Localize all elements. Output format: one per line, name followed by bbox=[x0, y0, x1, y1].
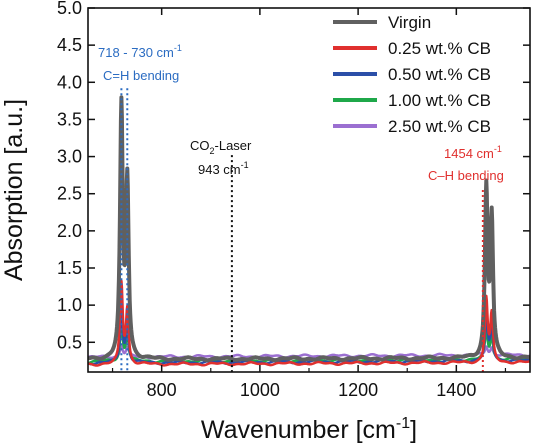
axis-ticks: 800 1000 1200 1400 0.5 1.0 1.5 2.0 2.5 3.0 3.5 4.0 4… bbox=[57, 0, 530, 400]
co2-wavenumber-annotation: 943 cm-1 bbox=[198, 160, 249, 177]
y-tick-label: 2.5 bbox=[57, 184, 82, 204]
x-tick-label: 1200 bbox=[338, 380, 378, 400]
x-tick-label: 1400 bbox=[436, 380, 476, 400]
ch-bending-left-annotation: C=H bending bbox=[103, 68, 179, 83]
co2-laser-annotation: CO2-Laser bbox=[190, 138, 252, 156]
y-axis-title: Absorption [a.u.] bbox=[0, 99, 28, 281]
plot-frame bbox=[87, 7, 531, 373]
y-tick-label: 3.0 bbox=[57, 147, 82, 167]
series-layer bbox=[86, 95, 532, 367]
legend: Virgin 0.25 wt.% CB 0.50 wt.% CB 1.00 wt… bbox=[333, 13, 491, 136]
y-tick-label: 3.5 bbox=[57, 109, 82, 129]
series-line-virgin bbox=[86, 95, 532, 363]
legend-label-025: 0.25 wt.% CB bbox=[388, 39, 491, 58]
x-axis-title: Wavenumber [cm-1] bbox=[201, 415, 417, 444]
y-tick-label: 5.0 bbox=[57, 0, 82, 18]
reference-lines bbox=[120, 88, 484, 372]
ch-right-wavenumber-annotation: 1454 cm-1 bbox=[444, 144, 502, 161]
ch-range-annotation: 718 - 730 cm-1 bbox=[98, 43, 182, 60]
y-tick-label: 1.5 bbox=[57, 258, 82, 278]
ch-bending-right-annotation: C–H bending bbox=[428, 168, 504, 183]
y-tick-label: 4.0 bbox=[57, 72, 82, 92]
y-tick-label: 2.0 bbox=[57, 221, 82, 241]
legend-label-100: 1.00 wt.% CB bbox=[388, 91, 491, 110]
legend-label-050: 0.50 wt.% CB bbox=[388, 65, 491, 84]
y-tick-label: 4.5 bbox=[57, 35, 82, 55]
x-tick-label: 800 bbox=[147, 380, 177, 400]
x-tick-label: 1000 bbox=[240, 380, 280, 400]
legend-label-250: 2.50 wt.% CB bbox=[388, 117, 491, 136]
y-tick-label: 0.5 bbox=[57, 332, 82, 352]
legend-label-virgin: Virgin bbox=[388, 13, 431, 32]
series-line-0-25-wt-cb bbox=[87, 279, 531, 367]
y-tick-label: 1.0 bbox=[57, 295, 82, 315]
